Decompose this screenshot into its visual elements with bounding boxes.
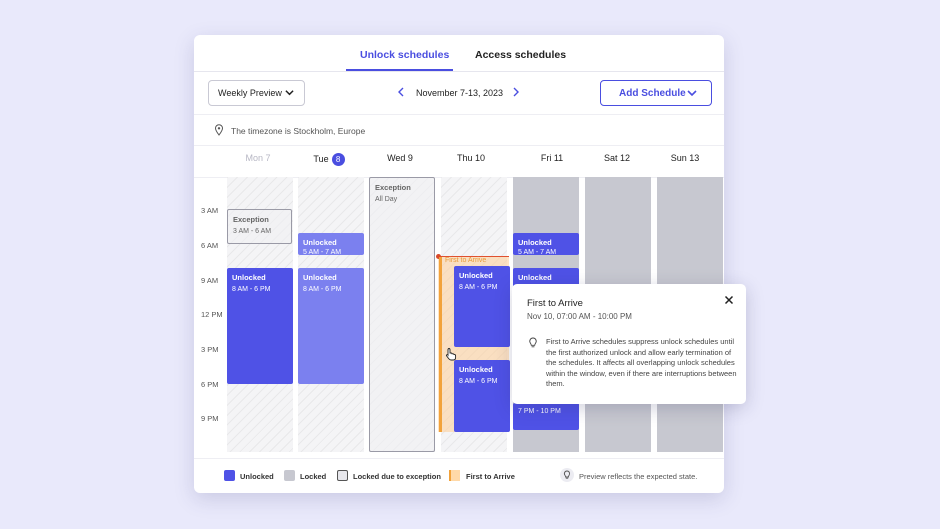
hour-label: 6 PM: [201, 380, 219, 389]
event-time: All Day: [375, 196, 398, 203]
legend-swatch-unlocked: [224, 470, 235, 481]
tab-unlock-schedules[interactable]: Unlock schedules: [360, 49, 450, 61]
event-time: 8 AM - 6 PM: [459, 284, 498, 291]
legend-first-to-arrive: First to Arrive: [466, 472, 515, 481]
day-header-wed[interactable]: Wed 9: [387, 153, 413, 163]
event-title: Unlocked: [459, 365, 493, 374]
popover-description: First to Arrive schedules suppress unloc…: [546, 337, 737, 388]
date-range: November 7-13, 2023: [416, 88, 504, 98]
info-icon-bg: [560, 468, 574, 482]
chevron-right-icon[interactable]: [512, 87, 520, 97]
event-time: 7 PM - 10 PM: [518, 408, 561, 415]
popover-title: First to Arrive: [527, 298, 583, 309]
unlocked-block[interactable]: Unlocked 8 AM - 6 PM: [298, 268, 364, 384]
hour-label: 6 AM: [201, 241, 219, 250]
hand-cursor-icon: [445, 348, 457, 361]
day-column-thu[interactable]: First to Arrive Unlocked 8 AM - 6 PM Unl…: [436, 177, 510, 452]
add-schedule-button[interactable]: Add Schedule: [600, 80, 712, 106]
event-title: Exception: [375, 183, 411, 192]
day-column-tue[interactable]: Unlocked 5 AM - 7 AM Unlocked 8 AM - 6 P…: [298, 177, 364, 452]
legend: Unlocked Locked Locked due to exception …: [194, 458, 724, 493]
popover-subtitle: Nov 10, 07:00 AM - 10:00 PM: [527, 312, 632, 321]
first-to-arrive-marker: [436, 254, 441, 259]
unlocked-block[interactable]: 7 PM - 10 PM: [513, 403, 579, 430]
day-column-wed[interactable]: Exception All Day: [369, 177, 435, 452]
first-to-arrive-popover: First to Arrive Nov 10, 07:00 AM - 10:00…: [512, 284, 746, 404]
add-schedule-label: Add Schedule: [619, 88, 686, 99]
view-select-value: Weekly Preview: [218, 88, 282, 98]
day-header-sat[interactable]: Sat 12: [603, 153, 631, 163]
event-time: 8 AM - 6 PM: [459, 378, 498, 385]
hour-label: 12 PM: [201, 310, 223, 319]
legend-swatch-exception: [337, 470, 348, 481]
active-tab-indicator: [346, 69, 453, 71]
day-header-mon[interactable]: Mon 7: [245, 153, 271, 163]
unlocked-block[interactable]: Unlocked 8 AM - 6 PM: [454, 266, 510, 347]
unlocked-block[interactable]: Unlocked 8 AM - 6 PM: [227, 268, 293, 384]
exception-block[interactable]: Exception 3 AM - 6 AM: [227, 209, 292, 244]
day-header-tue[interactable]: Tue 8: [297, 153, 361, 166]
exception-block[interactable]: Exception All Day: [369, 177, 435, 452]
chevron-down-icon: [687, 90, 697, 97]
event-time: 8 AM - 6 PM: [232, 286, 271, 293]
day-label: Tue: [313, 153, 329, 164]
hour-label: 9 AM: [201, 276, 219, 285]
legend-locked: Locked: [300, 472, 327, 481]
first-to-arrive-label: First to Arrive: [445, 257, 487, 264]
day-header-thu[interactable]: Thu 10: [456, 153, 486, 163]
tab-bar: Unlock schedules Access schedules: [194, 35, 724, 72]
event-title: Unlocked: [303, 238, 337, 247]
first-to-arrive-start-line: [438, 256, 509, 257]
view-select[interactable]: Weekly Preview: [208, 80, 305, 106]
unlocked-block[interactable]: Unlocked: [513, 268, 579, 288]
day-column-mon[interactable]: Exception 3 AM - 6 AM Unlocked 8 AM - 6 …: [227, 177, 293, 452]
event-time: 5 AM - 7 AM: [303, 249, 342, 256]
legend-locked-exception: Locked due to exception: [353, 472, 441, 481]
event-title: Unlocked: [303, 273, 337, 282]
event-title: Exception: [233, 215, 269, 224]
day-header-sun[interactable]: Sun 13: [670, 153, 700, 163]
timezone-text: The timezone is Stockholm, Europe: [231, 126, 366, 136]
event-time: 5 AM - 7 AM: [518, 249, 557, 256]
hour-label: 3 PM: [201, 345, 219, 354]
event-title: Unlocked: [232, 273, 266, 282]
legend-unlocked: Unlocked: [240, 472, 274, 481]
hour-label: 3 AM: [201, 206, 219, 215]
hour-label: 9 PM: [201, 414, 219, 423]
lightbulb-icon: [529, 337, 537, 348]
unlocked-block[interactable]: Unlocked 8 AM - 6 PM: [454, 360, 510, 432]
unlocked-block[interactable]: Unlocked 5 AM - 7 AM: [298, 233, 364, 256]
timezone-row: The timezone is Stockholm, Europe: [194, 115, 724, 146]
event-title: Unlocked: [518, 238, 552, 247]
unlocked-block[interactable]: Unlocked 5 AM - 7 AM: [513, 233, 579, 256]
chevron-down-icon: [285, 90, 294, 96]
event-time: 3 AM - 6 AM: [233, 228, 272, 235]
event-title: Unlocked: [518, 273, 552, 282]
legend-swatch-locked: [284, 470, 295, 481]
legend-swatch-first-to-arrive: [449, 470, 460, 481]
location-pin-icon: [214, 124, 224, 136]
lightbulb-icon: [563, 470, 571, 479]
event-time: 8 AM - 6 PM: [303, 286, 342, 293]
first-to-arrive-bar: [439, 257, 442, 432]
chevron-left-icon[interactable]: [397, 87, 405, 97]
toolbar: Weekly Preview November 7-13, 2023 Add S…: [194, 72, 724, 115]
preview-note: Preview reflects the expected state.: [579, 472, 698, 481]
close-icon[interactable]: [724, 295, 734, 305]
event-title: Unlocked: [459, 271, 493, 280]
day-header-fri[interactable]: Fri 11: [540, 153, 564, 163]
tab-access-schedules[interactable]: Access schedules: [475, 49, 567, 61]
today-badge: 8: [331, 153, 345, 166]
schedule-card: Unlock schedules Access schedules Weekly…: [194, 35, 724, 493]
